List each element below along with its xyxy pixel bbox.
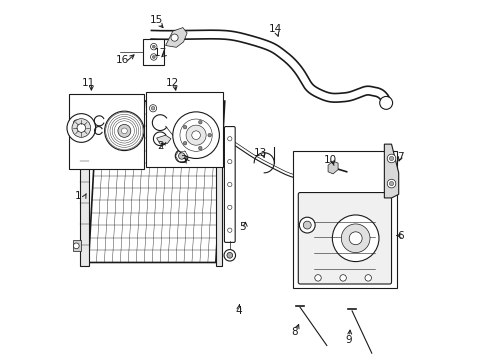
Circle shape xyxy=(226,252,232,258)
Text: 12: 12 xyxy=(166,78,179,88)
Circle shape xyxy=(341,224,369,253)
Circle shape xyxy=(178,153,184,159)
Circle shape xyxy=(388,156,393,161)
Text: 3: 3 xyxy=(180,155,186,165)
Circle shape xyxy=(73,120,79,126)
Circle shape xyxy=(299,217,314,233)
Polygon shape xyxy=(73,240,81,251)
Text: 16: 16 xyxy=(116,55,129,65)
Circle shape xyxy=(332,215,378,262)
Circle shape xyxy=(67,114,96,142)
Circle shape xyxy=(227,159,231,164)
Text: 15: 15 xyxy=(150,15,163,26)
Circle shape xyxy=(73,243,79,249)
Circle shape xyxy=(227,136,231,141)
Polygon shape xyxy=(73,117,81,128)
Circle shape xyxy=(185,125,206,145)
Circle shape xyxy=(348,232,362,245)
Text: 8: 8 xyxy=(291,327,297,337)
Circle shape xyxy=(388,181,393,186)
Text: 7: 7 xyxy=(396,152,403,162)
Polygon shape xyxy=(88,101,224,262)
Polygon shape xyxy=(327,161,337,174)
Bar xyxy=(292,151,396,288)
Text: 14: 14 xyxy=(268,24,281,35)
Circle shape xyxy=(152,55,155,58)
Text: 9: 9 xyxy=(345,334,351,345)
FancyBboxPatch shape xyxy=(298,193,391,284)
Text: 6: 6 xyxy=(396,231,403,240)
Bar xyxy=(69,94,144,169)
Circle shape xyxy=(364,275,371,281)
Circle shape xyxy=(183,141,186,145)
Circle shape xyxy=(227,228,231,232)
Circle shape xyxy=(386,179,395,188)
Circle shape xyxy=(314,275,321,281)
Polygon shape xyxy=(165,28,187,47)
Circle shape xyxy=(386,154,395,163)
Bar xyxy=(80,98,88,266)
Circle shape xyxy=(121,128,127,134)
Text: 1: 1 xyxy=(74,191,81,201)
Circle shape xyxy=(227,205,231,210)
Polygon shape xyxy=(156,135,171,144)
Text: 13: 13 xyxy=(253,148,267,158)
Circle shape xyxy=(77,124,85,132)
Circle shape xyxy=(191,131,200,139)
Circle shape xyxy=(224,249,235,261)
Circle shape xyxy=(150,54,157,60)
Circle shape xyxy=(198,147,202,150)
Circle shape xyxy=(104,111,144,150)
Circle shape xyxy=(152,45,155,48)
Text: 2: 2 xyxy=(157,141,163,151)
Text: 4: 4 xyxy=(235,306,242,316)
Circle shape xyxy=(175,149,188,162)
Circle shape xyxy=(171,34,178,41)
Circle shape xyxy=(379,96,392,109)
Text: 17: 17 xyxy=(153,48,166,58)
Bar xyxy=(215,98,222,266)
Text: 10: 10 xyxy=(324,155,336,165)
Text: 11: 11 xyxy=(81,78,95,88)
Circle shape xyxy=(150,44,157,50)
Circle shape xyxy=(183,125,186,129)
Circle shape xyxy=(207,134,211,137)
Circle shape xyxy=(339,275,346,281)
Circle shape xyxy=(151,107,155,110)
Polygon shape xyxy=(384,144,398,198)
Circle shape xyxy=(72,119,90,137)
Circle shape xyxy=(303,221,310,229)
Circle shape xyxy=(118,125,131,137)
Circle shape xyxy=(149,105,156,112)
Circle shape xyxy=(198,121,202,124)
Bar xyxy=(145,92,223,167)
Circle shape xyxy=(172,112,219,158)
Bar xyxy=(143,40,164,65)
Text: 5: 5 xyxy=(239,222,245,231)
FancyBboxPatch shape xyxy=(224,127,235,242)
Circle shape xyxy=(227,182,231,186)
